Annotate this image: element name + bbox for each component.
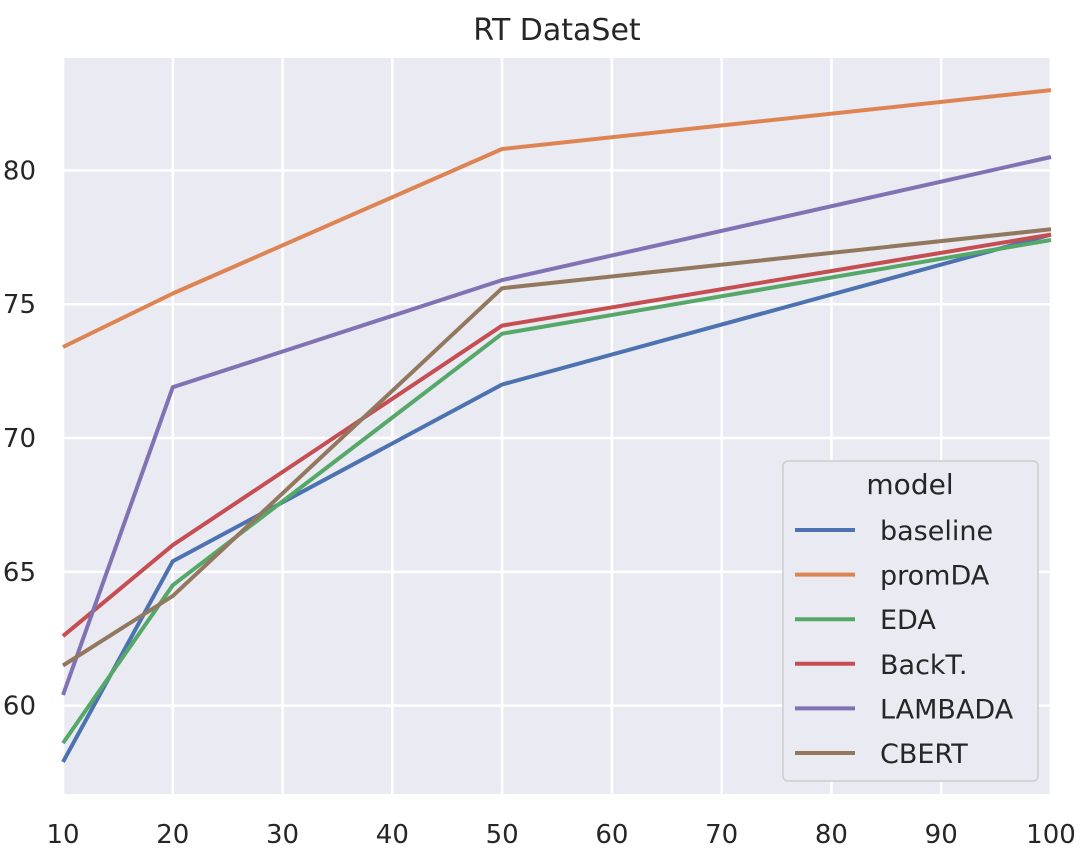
legend-label: baseline [880, 516, 993, 547]
series-line-cbert [61, 227, 1052, 668]
x-tick-label: 10 [46, 820, 79, 850]
x-tick-label: 70 [705, 820, 738, 850]
legend-label: LAMBADA [880, 694, 1014, 725]
series-line-lambada [61, 155, 1052, 696]
x-tick-label: 50 [486, 820, 519, 850]
legend-title: model [866, 468, 953, 501]
y-tick-label: 70 [3, 424, 36, 454]
legend-item: promDA [795, 561, 990, 592]
legend-item: LAMBADA [795, 694, 1014, 725]
chart-title: RT DataSet [473, 13, 641, 48]
y-tick-label: 60 [3, 692, 36, 722]
series-lines [61, 88, 1052, 763]
y-tick-label: 75 [3, 290, 36, 320]
x-tick-label: 40 [376, 820, 409, 850]
x-tick-label: 20 [156, 820, 189, 850]
legend-label: promDA [880, 561, 990, 592]
y-tick-label: 65 [3, 558, 36, 588]
series-line-promda [62, 88, 1052, 349]
legend-item: CBERT [795, 739, 968, 770]
legend-box [782, 460, 1039, 782]
legend-label: BackT. [880, 650, 967, 681]
y-tick-label: 80 [3, 156, 36, 186]
legend-label: CBERT [880, 739, 968, 770]
legend-items: baseline promDA EDA BackT. LAMBADA CBERT [795, 516, 1014, 770]
series-line-eda [61, 238, 1052, 745]
x-tick-label: 30 [266, 820, 299, 850]
series-line-backt [61, 232, 1052, 638]
x-tick-label: 90 [925, 820, 958, 850]
x-tick-label: 100 [1026, 820, 1076, 850]
y-axis-ticks: 60 65 70 75 80 [3, 156, 36, 721]
legend-item: EDA [795, 605, 936, 636]
legend-label: EDA [880, 605, 936, 636]
legend-item: BackT. [795, 650, 967, 681]
x-tick-label: 80 [815, 820, 848, 850]
x-axis-ticks: 10 20 30 40 50 60 70 80 90 100 [46, 820, 1075, 850]
x-tick-label: 60 [595, 820, 628, 850]
legend-item: baseline [795, 516, 993, 547]
legend: model baseline promDA EDA BackT. LAMBADA CBER… [782, 460, 1039, 782]
